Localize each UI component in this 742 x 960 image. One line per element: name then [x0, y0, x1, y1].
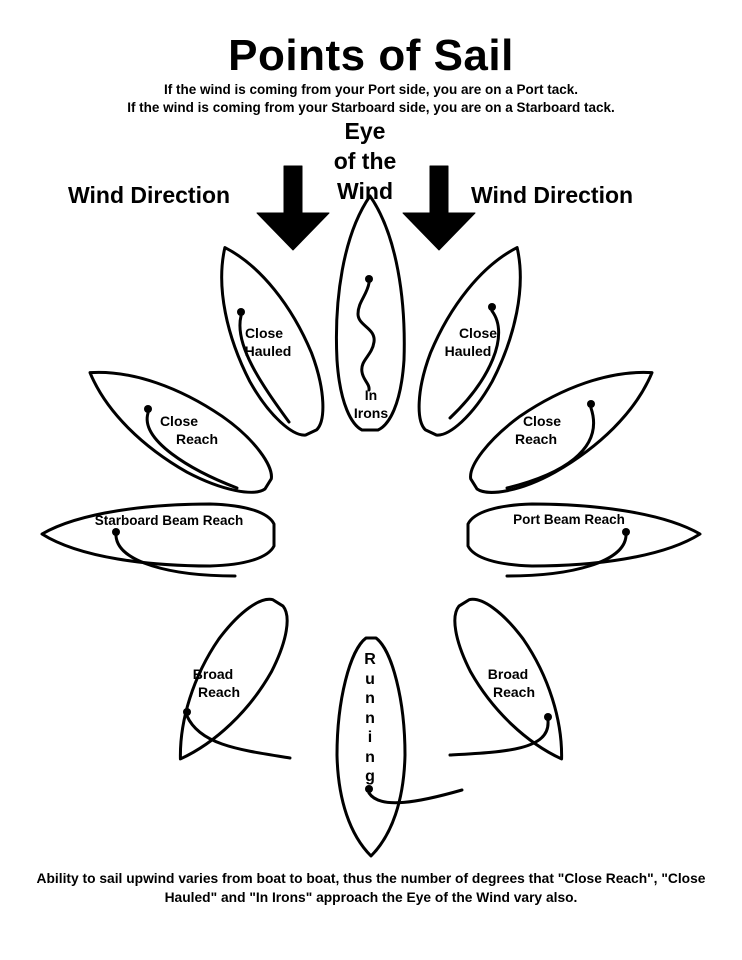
boat-close-hauled-left [220, 246, 325, 437]
label-close-reach-left-1: Close [160, 413, 198, 429]
running-letter: n [365, 690, 375, 707]
running-letter: n [365, 709, 375, 727]
page-title: Points of Sail [228, 31, 514, 80]
label-close-reach-right-1: Close [523, 413, 561, 429]
label-close-reach-left-2: Reach [176, 431, 218, 447]
label-in-irons-2: Irons [354, 405, 388, 421]
wind-arrow-left [256, 165, 330, 251]
label-running: R u n n i n g [353, 650, 387, 787]
wind-direction-left-label: Wind Direction [68, 182, 231, 208]
subtitle-port-tack: If the wind is coming from your Port sid… [163, 82, 579, 97]
eye-of-wind-label: Eye of the Wind [300, 116, 430, 206]
label-close-hauled-left-2: Hauled [245, 343, 292, 359]
label-close-hauled-right-1: Close [459, 325, 497, 341]
label-in-irons-1: In [365, 387, 377, 403]
label-close-hauled-left-1: Close [245, 325, 283, 341]
running-letter: i [367, 729, 373, 746]
eye-line-2: of the [333, 148, 397, 174]
boat-starboard-beam-reach [40, 502, 276, 578]
wind-direction-right-label: Wind Direction [471, 182, 634, 208]
boat-close-hauled-right [417, 246, 522, 437]
label-broad-reach-right-2: Reach [493, 684, 535, 700]
label-starboard-beam-reach: Starboard Beam Reach [95, 513, 244, 528]
boat-running [335, 636, 464, 858]
label-port-beam-reach: Port Beam Reach [513, 512, 625, 527]
eye-line-3: Wind [337, 178, 393, 204]
footer-note: Ability to sail upwind varies from boat … [36, 871, 706, 905]
running-letter: R [364, 651, 376, 668]
boat-close-reach-left [88, 370, 273, 494]
label-close-hauled-right-2: Hauled [445, 343, 492, 359]
boat-in-irons [334, 194, 406, 432]
boat-broad-reach-right [453, 597, 564, 761]
label-broad-reach-left-2: Reach [198, 684, 240, 700]
label-close-reach-right-2: Reach [515, 431, 557, 447]
eye-line-1: Eye [344, 118, 386, 144]
running-letter: g [365, 768, 375, 785]
subtitle-starboard-tack: If the wind is coming from your Starboar… [127, 100, 615, 115]
boat-port-beam-reach [466, 502, 702, 578]
label-broad-reach-right-1: Broad [488, 666, 528, 682]
wind-arrow-right [402, 165, 476, 251]
running-letter: n [365, 748, 375, 766]
running-letter: u [365, 670, 375, 688]
boat-broad-reach-left [178, 597, 289, 761]
label-broad-reach-left-1: Broad [193, 666, 233, 682]
boat-close-reach-right [469, 370, 654, 494]
